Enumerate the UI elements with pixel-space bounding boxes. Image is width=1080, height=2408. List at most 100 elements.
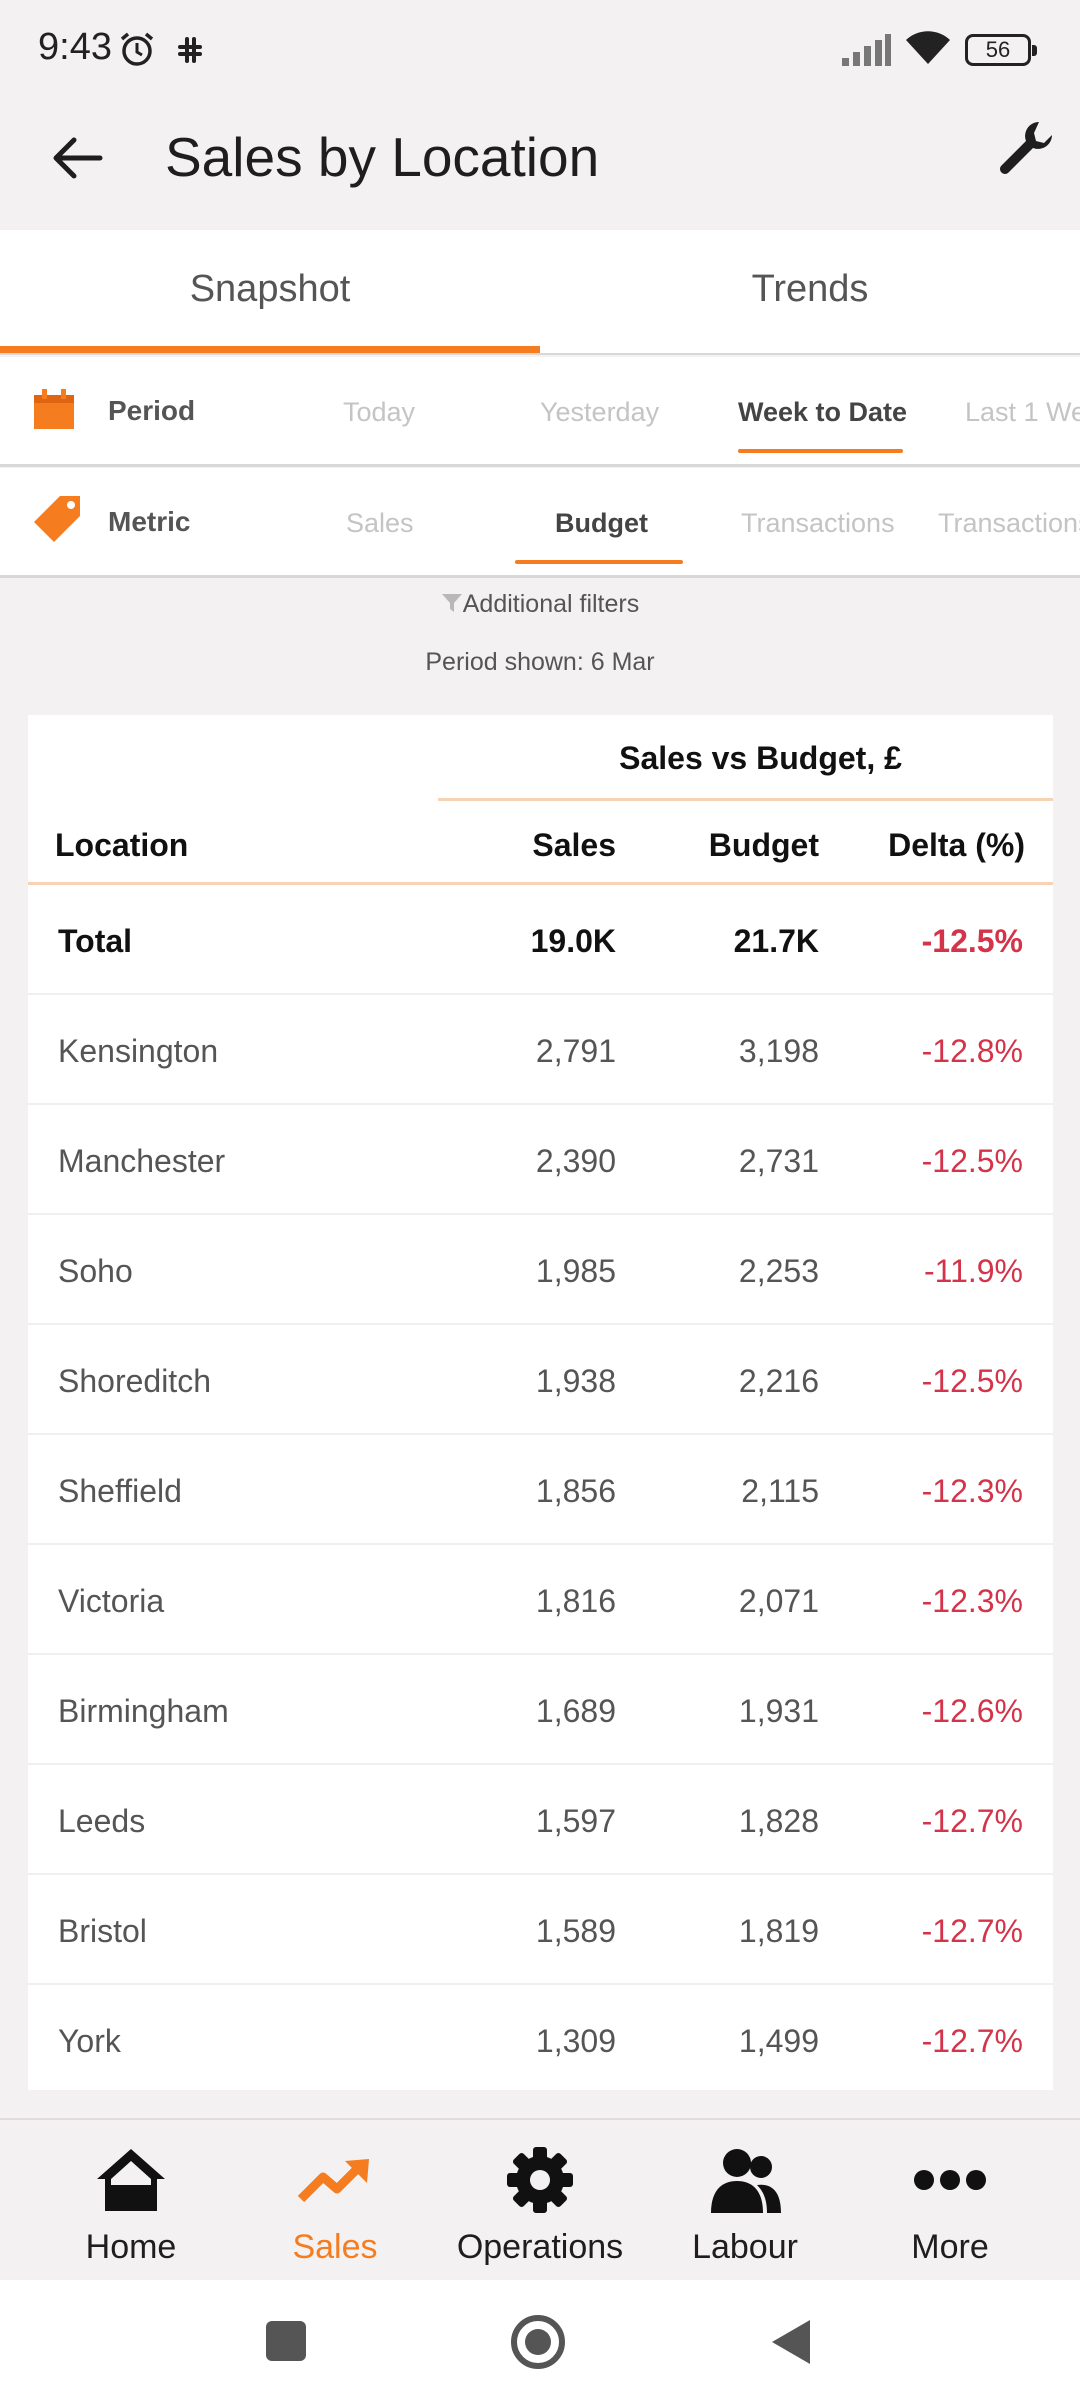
cell-delta: -12.8% xyxy=(921,1033,1023,1069)
nav-home[interactable]: Home xyxy=(28,2120,234,2282)
tag-icon xyxy=(32,494,84,551)
cell-delta: -11.9% xyxy=(923,1253,1023,1289)
cell-location: Leeds xyxy=(58,1803,146,1839)
cell-budget: 1,499 xyxy=(738,2023,819,2059)
metric-option-sales[interactable]: Sales xyxy=(346,508,414,538)
table-row[interactable]: Sheffield 1,856 2,115 -12.3% xyxy=(28,1435,1053,1545)
cell-location: Total xyxy=(58,923,133,959)
cell-budget: 2,216 xyxy=(738,1363,819,1399)
people-icon xyxy=(642,2140,848,2220)
period-selected-indicator xyxy=(738,449,903,453)
cell-delta: -12.7% xyxy=(921,2023,1023,2059)
header-divider xyxy=(28,882,1053,885)
metric-option-budget[interactable]: Budget xyxy=(555,508,648,538)
cell-location: Victoria xyxy=(58,1583,165,1619)
cell-budget: 2,071 xyxy=(738,1583,819,1619)
metric-option-transactions[interactable]: Transactions xyxy=(741,508,895,538)
tab-snapshot[interactable]: Snapshot xyxy=(189,268,351,310)
status-time: 9:43 xyxy=(38,26,112,68)
table-row[interactable]: Shoreditch 1,938 2,216 -12.5% xyxy=(28,1325,1053,1435)
home-system-button[interactable] xyxy=(511,2315,565,2369)
cell-budget: 21.7K xyxy=(733,923,819,959)
cell-delta: -12.5% xyxy=(921,1143,1023,1179)
column-header-location[interactable]: Location xyxy=(55,827,189,863)
wrench-icon xyxy=(1000,122,1052,174)
nav-label: More xyxy=(911,2228,989,2266)
settings-button[interactable] xyxy=(985,108,1065,188)
cell-budget: 2,115 xyxy=(741,1473,819,1509)
cell-location: Bristol xyxy=(58,1913,147,1949)
cell-location: York xyxy=(58,2023,121,2059)
table-row[interactable]: Victoria 1,816 2,071 -12.3% xyxy=(28,1545,1053,1655)
cell-delta: -12.6% xyxy=(921,1693,1023,1729)
cell-sales: 1,985 xyxy=(535,1253,616,1289)
cell-sales: 2,791 xyxy=(535,1033,616,1069)
column-header-delta[interactable]: Delta (%) xyxy=(888,827,1025,863)
recents-button[interactable] xyxy=(266,2321,306,2361)
trending-up-icon xyxy=(232,2140,438,2220)
nav-sales[interactable]: Sales xyxy=(232,2120,438,2282)
cell-sales: 2,390 xyxy=(535,1143,616,1179)
table-row-total[interactable]: Total 19.0K 21.7K -12.5% xyxy=(28,885,1053,995)
cell-location: Birmingham xyxy=(58,1693,229,1729)
group-divider xyxy=(438,798,1053,801)
back-system-button[interactable] xyxy=(770,2318,812,2371)
active-tab-indicator xyxy=(0,346,540,353)
cell-delta: -12.5% xyxy=(921,1363,1023,1399)
period-option-week-to-date[interactable]: Week to Date xyxy=(738,397,908,427)
metric-option-transactions-2[interactable]: Transactions xyxy=(938,508,1080,538)
cell-sales: 1,309 xyxy=(535,2023,616,2059)
home-dot-icon xyxy=(525,2329,551,2355)
filter-icon xyxy=(441,594,462,612)
table-row[interactable]: Leeds 1,597 1,828 -12.7% xyxy=(28,1765,1053,1875)
cell-budget: 2,253 xyxy=(738,1253,819,1289)
table-row[interactable]: Bristol 1,589 1,819 -12.7% xyxy=(28,1875,1053,1985)
period-label: Period xyxy=(108,395,196,426)
additional-filters-button[interactable]: Additional filters xyxy=(0,590,1080,619)
back-button[interactable] xyxy=(40,120,115,195)
period-filter-row: Period Today Yesterday Week to Date Last… xyxy=(0,357,1080,467)
nav-operations[interactable]: Operations xyxy=(437,2120,643,2282)
period-option-yesterday[interactable]: Yesterday xyxy=(540,397,660,427)
more-icon xyxy=(847,2140,1053,2220)
table-row[interactable]: Birmingham 1,689 1,931 -12.6% xyxy=(28,1655,1053,1765)
column-header-budget[interactable]: Budget xyxy=(708,827,819,863)
period-shown: Period shown: 6 Mar xyxy=(425,648,655,676)
page-title: Sales by Location xyxy=(165,126,600,188)
cell-location: Sheffield xyxy=(58,1473,182,1509)
nav-label: Home xyxy=(85,2228,177,2266)
slack-icon xyxy=(172,32,208,73)
cell-budget: 1,828 xyxy=(738,1803,819,1839)
cell-delta: -12.3% xyxy=(921,1583,1023,1619)
cell-location: Soho xyxy=(58,1253,133,1289)
table-row[interactable]: Kensington 2,791 3,198 -12.8% xyxy=(28,995,1053,1105)
period-option-last-1-week[interactable]: Last 1 Week xyxy=(965,397,1080,427)
calendar-icon xyxy=(32,387,76,436)
cell-delta: -12.3% xyxy=(921,1473,1023,1509)
table-row[interactable]: York 1,309 1,499 -12.7% xyxy=(28,1985,1053,2090)
battery-indicator: 56 xyxy=(965,34,1037,66)
wifi-icon xyxy=(904,28,952,73)
cell-budget: 2,731 xyxy=(738,1143,819,1179)
triangle-back-icon xyxy=(772,2320,810,2364)
table-row[interactable]: Soho 1,985 2,253 -11.9% xyxy=(28,1215,1053,1325)
alarm-icon xyxy=(118,30,156,73)
column-header-sales[interactable]: Sales xyxy=(532,827,616,863)
period-option-today[interactable]: Today xyxy=(343,397,416,427)
nav-label: Labour xyxy=(692,2228,798,2266)
nav-labour[interactable]: Labour xyxy=(642,2120,848,2282)
signal-icon xyxy=(840,32,892,73)
cell-budget: 1,931 xyxy=(738,1693,819,1729)
tab-trends[interactable]: Trends xyxy=(751,268,869,310)
table-row[interactable]: Manchester 2,390 2,731 -12.5% xyxy=(28,1105,1053,1215)
nav-label: Sales xyxy=(292,2228,378,2266)
cell-sales: 1,597 xyxy=(535,1803,616,1839)
cell-delta: -12.5% xyxy=(921,923,1023,959)
cell-delta: -12.7% xyxy=(921,1913,1023,1949)
cell-sales: 1,816 xyxy=(535,1583,616,1619)
home-icon xyxy=(28,2140,234,2220)
status-bar: 9:43 56 xyxy=(0,0,1080,100)
cell-sales: 1,689 xyxy=(535,1693,616,1729)
cell-location: Shoreditch xyxy=(58,1363,211,1399)
nav-more[interactable]: More xyxy=(847,2120,1053,2282)
